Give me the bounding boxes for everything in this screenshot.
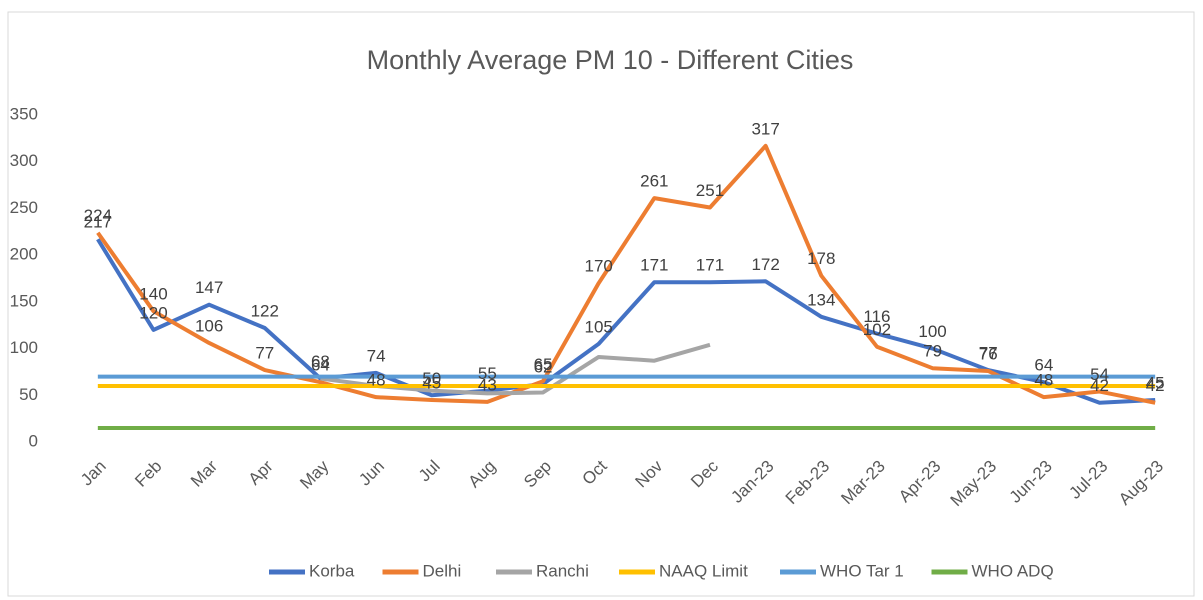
data-label: 65 — [534, 355, 553, 374]
data-label: 171 — [640, 256, 668, 275]
data-label: 140 — [139, 285, 167, 304]
data-label: 147 — [195, 278, 223, 297]
legend-label: Delhi — [423, 561, 462, 580]
data-label: 77 — [255, 344, 274, 363]
data-label: 317 — [751, 119, 779, 138]
data-label: 170 — [584, 257, 612, 276]
data-label: 102 — [863, 320, 891, 339]
data-label: 100 — [918, 322, 946, 341]
data-label: 74 — [367, 346, 386, 365]
legend-label: Korba — [309, 561, 355, 580]
data-label: 224 — [84, 206, 112, 225]
data-label: 42 — [1146, 376, 1165, 395]
y-tick-label: 350 — [10, 104, 38, 123]
y-tick-label: 250 — [10, 198, 38, 217]
y-tick-label: 50 — [19, 385, 38, 404]
series-line — [96, 238, 1156, 405]
data-label: 54 — [1090, 365, 1109, 384]
data-label: 134 — [807, 290, 835, 309]
data-label: 116 — [863, 307, 890, 326]
data-label: 43 — [478, 375, 497, 394]
y-tick-label: 0 — [29, 431, 38, 450]
data-label: 48 — [367, 371, 386, 390]
y-tick-label: 200 — [10, 245, 38, 264]
data-label: 172 — [751, 255, 779, 274]
data-label: 64 — [1034, 356, 1053, 375]
data-label: 171 — [696, 256, 724, 275]
series-line — [96, 143, 1156, 405]
data-label: 62 — [534, 358, 553, 377]
y-tick-label: 100 — [10, 338, 38, 357]
data-label: 79 — [923, 342, 942, 361]
data-label: 251 — [696, 181, 724, 200]
legend-label: Ranchi — [536, 561, 589, 580]
data-label: 50 — [422, 369, 441, 388]
data-label: 76 — [979, 344, 998, 363]
data-label: 217 — [84, 213, 112, 232]
data-label: 55 — [478, 364, 497, 383]
data-label: 42 — [1090, 376, 1109, 395]
legend-label: WHO ADQ — [972, 561, 1054, 580]
data-label: 105 — [584, 317, 612, 336]
chart-title: Monthly Average PM 10 - Different Cities — [367, 45, 854, 75]
data-label: 48 — [1034, 371, 1053, 390]
data-label: 106 — [195, 316, 223, 335]
data-label: 45 — [422, 373, 441, 392]
data-label: 64 — [311, 356, 330, 375]
data-label: 120 — [139, 303, 167, 322]
y-tick-label: 150 — [10, 291, 38, 310]
chart-border — [7, 11, 1195, 597]
data-label: 77 — [979, 344, 998, 363]
data-label: 261 — [640, 172, 668, 191]
data-label: 178 — [807, 249, 835, 268]
data-label: 122 — [251, 302, 279, 321]
data-label: 68 — [311, 352, 330, 371]
legend-label: NAAQ Limit — [659, 561, 748, 580]
data-label: 45 — [1146, 373, 1165, 392]
y-tick-label: 300 — [10, 151, 38, 170]
legend-label: WHO Tar 1 — [820, 561, 904, 580]
